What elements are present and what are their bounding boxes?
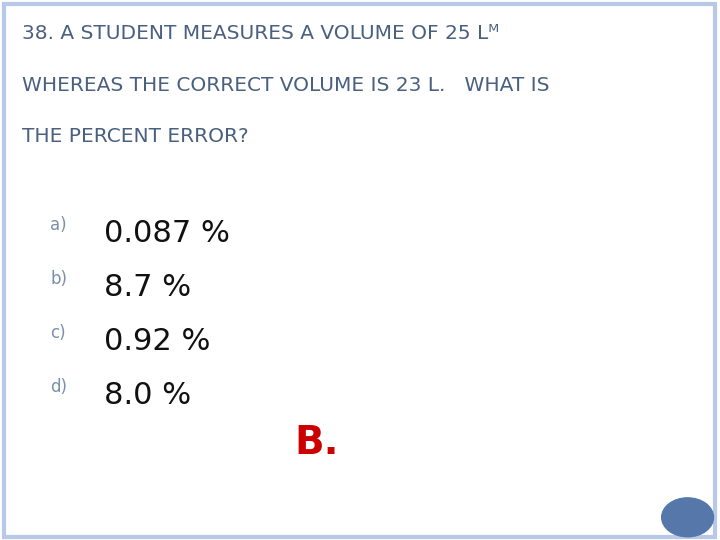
Text: WHEREAS THE CORRECT VOLUME IS 23 L.   WHAT IS: WHEREAS THE CORRECT VOLUME IS 23 L. WHAT… — [22, 76, 549, 94]
Text: 0.92 %: 0.92 % — [104, 327, 211, 356]
Text: 0.087 %: 0.087 % — [104, 219, 230, 248]
Circle shape — [662, 498, 714, 537]
Text: THE PERCENT ERROR?: THE PERCENT ERROR? — [22, 127, 248, 146]
FancyBboxPatch shape — [4, 4, 715, 537]
Text: 38. A STUDENT MEASURES A VOLUME OF 25 Lᴹ: 38. A STUDENT MEASURES A VOLUME OF 25 Lᴹ — [22, 24, 499, 43]
Text: a): a) — [50, 216, 67, 234]
Text: 8.7 %: 8.7 % — [104, 273, 192, 302]
Text: c): c) — [50, 324, 66, 342]
Text: 8.0 %: 8.0 % — [104, 381, 192, 410]
Text: b): b) — [50, 270, 68, 288]
Text: d): d) — [50, 378, 68, 396]
Text: B.: B. — [294, 424, 339, 462]
